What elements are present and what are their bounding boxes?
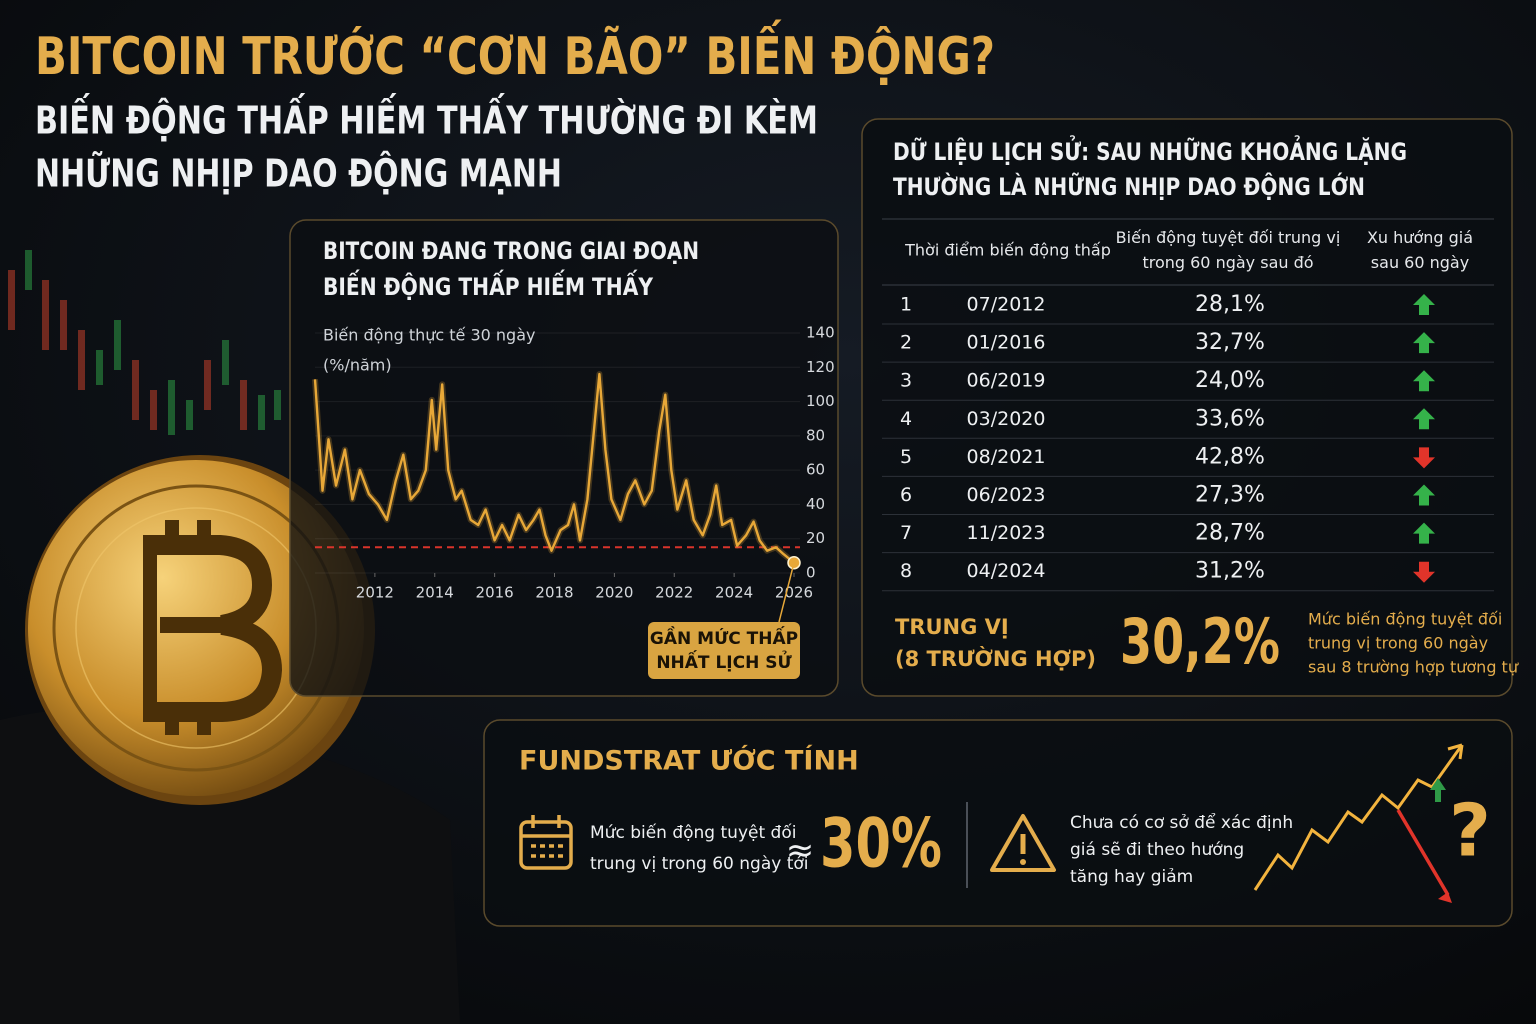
row-value: 27,3% [1195,483,1265,508]
row-index: 5 [900,446,912,468]
row-index: 2 [900,332,912,354]
row-value: 42,8% [1195,444,1265,469]
row-date: 06/2023 [967,484,1046,506]
row-date: 08/2021 [967,446,1046,468]
x-tick-label: 2018 [535,584,573,602]
table-header: Biến động tuyệt đối trung vị [1116,228,1341,247]
estimate-label: Mức biến động tuyệt đối [590,822,796,843]
trend-arrow [1413,447,1435,469]
y-axis-label: Biến động thực tế 30 ngày [323,326,535,345]
row-value: 32,7% [1195,330,1265,355]
x-tick-label: 2024 [715,584,753,602]
x-tick-label: 2022 [655,584,693,602]
y-tick-label: 0 [806,564,816,582]
row-index: 8 [900,560,912,582]
row-index: 6 [900,484,912,506]
estimate-panel [483,719,1513,927]
median-note: Mức biến động tuyệt đối [1308,610,1502,629]
bitcoin-coin [0,455,460,1024]
row-value: 24,0% [1195,368,1265,393]
subtitle: BIẾN ĐỘNG THẤP HIẾM THẤY THƯỜNG ĐI KÈM [35,94,818,143]
row-index: 3 [900,370,912,392]
trend-arrow [1413,294,1435,315]
annotation-text: NHẤT LỊCH SỬ [656,649,792,673]
median-note: sau 8 trường hợp tương tự [1308,658,1519,677]
row-date: 01/2016 [967,332,1046,354]
trend-arrow [1413,332,1435,354]
calendar-icon [519,815,573,870]
warning-icon [990,814,1056,872]
row-value: 28,7% [1195,521,1265,546]
table-panel [861,118,1513,697]
annotation-pointer [778,562,795,623]
annotation-box [648,622,800,679]
estimate-label: trung vị trong 60 ngày tới [590,854,809,874]
row-date: 03/2020 [967,408,1046,430]
y-tick-label: 140 [806,324,835,342]
x-tick-label: 2016 [476,584,514,602]
table-title: DỮ LIỆU LỊCH SỬ: SAU NHỮNG KHOẢNG LẶNG [893,133,1407,166]
median-note: trung vị trong 60 ngày [1308,634,1488,653]
row-value: 31,2% [1195,559,1265,584]
trend-arrow [1413,522,1435,544]
table-header: Xu hướng giá [1367,228,1473,247]
table-header: sau 60 ngày [1371,253,1469,272]
table-header: trong 60 ngày sau đó [1142,253,1313,272]
y-axis-label: (%/năm) [323,356,392,375]
median-label: TRUNG VỊ [895,615,1009,639]
direction-illustration [1253,743,1464,903]
row-date: 04/2024 [967,560,1046,582]
row-index: 1 [900,294,912,316]
warning-text: tăng hay giảm [1070,867,1193,887]
row-value: 28,1% [1195,292,1265,317]
row-date: 06/2019 [967,370,1046,392]
chart-title: BITCOIN ĐANG TRONG GIAI ĐOẠN [323,237,699,265]
y-tick-label: 80 [806,426,825,444]
table-header: Thời điểm biến động thấp [904,241,1111,260]
x-tick-label: 2020 [595,584,633,602]
row-index: 4 [900,408,912,430]
row-index: 7 [900,522,912,544]
median-label: (8 TRƯỜNG HỢP) [895,646,1096,671]
y-tick-label: 60 [806,461,825,479]
trend-arrow [1413,484,1435,506]
warning-text: Chưa có cơ sở để xác định [1070,812,1293,833]
estimate-value: 30% [820,805,942,884]
estimate-title: FUNDSTRAT ƯỚC TÍNH [519,745,859,777]
row-date: 07/2012 [967,294,1046,316]
x-tick-label: 2012 [356,584,394,602]
chart-title: BIẾN ĐỘNG THẤP HIẾM THẤY [323,268,654,301]
trend-arrow [1413,561,1435,583]
x-tick-label: 2026 [775,584,813,602]
warning-text: giá sẽ đi theo hướng [1070,840,1244,860]
background-candles [8,250,281,435]
y-tick-label: 120 [806,358,835,376]
trend-arrow [1413,408,1435,430]
median-value: 30,2% [1120,605,1280,678]
chart-panel [289,219,839,697]
row-value: 33,6% [1195,406,1265,431]
trend-arrow [1413,370,1435,392]
table-title: THƯỜNG LÀ NHỮNG NHỊP DAO ĐỘNG LỚN [893,171,1365,201]
title: BITCOIN TRƯỚC “CƠN BÃO” BIẾN ĐỘNG? [35,19,995,87]
row-date: 11/2023 [967,522,1046,544]
subtitle: NHỮNG NHỊP DAO ĐỘNG MẠNH [35,152,562,196]
y-tick-label: 20 [806,529,825,547]
annotation-text: GẦN MỨC THẤP [650,625,798,649]
x-tick-label: 2014 [416,584,454,602]
y-tick-label: 40 [806,495,825,513]
question-mark: ? [1449,789,1491,873]
y-tick-label: 100 [806,392,835,410]
approx-sign: ≈ [786,831,815,871]
line-series [313,372,795,564]
